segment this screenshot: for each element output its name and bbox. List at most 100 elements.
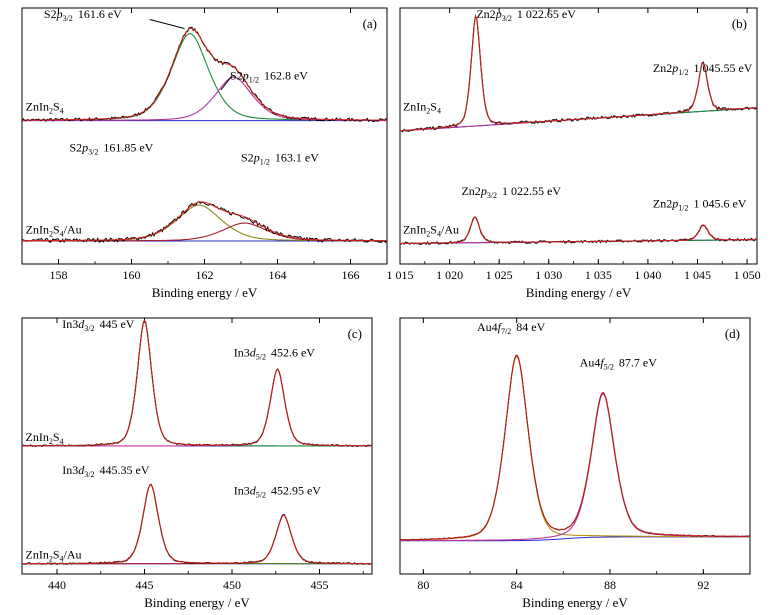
x-axis-label: Binding energy / eV [526,285,632,300]
annotation-arrow [220,75,233,91]
trace-znin2s4-au [399,216,758,246]
x-tick-label: 84 [511,578,523,592]
peak-label: Zn2p1/2 1 045.55 eV [653,61,753,77]
sample-label-subscript: 2 [49,437,53,446]
peak-label: S2p3/2 161.85 eV [69,140,153,156]
peak-orbital: In3 [234,345,250,359]
peak-orbital-letter: p [671,197,678,211]
trace-spectrum [400,354,751,542]
peak-orbital-subscript: 3/2 [88,147,98,156]
sample-label-text: S [53,430,60,444]
peak-orbital-subscript: 3/2 [502,14,512,23]
peak-orbital: Zn2 [461,184,480,198]
peak-orbital: Zn2 [653,197,672,211]
sample-label-text: S [430,99,437,113]
sample-label-text: ZnIn [403,222,426,236]
peak-orbital: In3 [62,463,78,477]
peak-orbital-letter: p [495,7,502,21]
raw-spectrum [21,26,388,123]
sample-label-text: /Au [441,222,459,236]
x-tick-label: 1 015 [387,268,414,282]
peak-value: 445 eV [99,317,134,331]
peak-orbital-subscript: 5/2 [256,352,266,361]
x-tick-label: 164 [269,268,287,282]
peak-orbital: S2 [230,69,243,83]
peak-value: 445.35 eV [99,463,149,477]
trace-znin2s4 [399,14,758,133]
plot-frame [399,7,758,265]
peak-orbital: S2 [69,140,82,154]
x-tick-label: 1 045 [684,268,711,282]
x-tick-label: 92 [697,578,709,592]
peak-orbital: Zn2 [653,61,672,75]
x-tick-label: 162 [196,268,214,282]
sample-label: ZnIn2S4 [26,430,64,446]
x-tick-label: 1 030 [535,268,562,282]
x-tick-label: 1 050 [734,268,761,282]
x-tick-label: 158 [50,268,68,282]
peak-orbital-subscript: 3/2 [84,324,94,333]
peak-value: 161.85 eV [103,140,153,154]
raw-spectrum [400,354,751,541]
fit-component-1 [22,33,387,121]
fit-envelope [400,354,750,541]
sample-label-text: ZnIn [403,99,426,113]
panel-a: 158 160 162 164 166 Binding energy / eV (a) ZnI… [21,7,388,300]
raw-spectrum [21,201,388,244]
peak-value: 452.95 eV [271,484,321,498]
sample-label-subscript: 4 [60,106,64,115]
x-tick-label: 160 [123,268,141,282]
peak-label: In3d5/2 452.95 eV [234,484,322,500]
sample-label-subscript: 2 [49,229,53,238]
sample-label: ZnIn2S4/Au [403,222,459,238]
peak-orbital-letter: p [81,140,88,154]
x-tick-label: 450 [223,578,241,592]
peak-orbital: Au4 [580,356,601,370]
peak-orbital-letter: p [480,184,487,198]
x-tick-label: 1 035 [585,268,612,282]
x-tick-label: 80 [417,578,429,592]
panel-letter: (c) [348,326,362,341]
trace-znin2s4 [21,26,388,123]
x-axis-ticks: 440 445 450 455 [48,318,364,592]
x-tick-label: 445 [136,578,154,592]
peak-label: In3d3/2 445 eV [62,317,135,333]
peak-orbital-subscript: 5/2 [604,363,614,372]
peak-orbital-letter: f [600,356,605,370]
peak-value: 1 022.65 eV [517,7,576,21]
peak-orbital: Zn2 [476,7,495,21]
sample-label-subscript: 4 [60,555,64,564]
peak-value: 162.8 eV [264,69,308,83]
peak-value: 1 045.6 eV [693,197,746,211]
fit-envelope [22,201,387,242]
x-tick-label: 1 020 [436,268,463,282]
peak-orbital-subscript: 3/2 [63,14,73,23]
peak-label: S2p1/2 162.8 eV [230,69,308,85]
sample-label-text: ZnIn [26,222,49,236]
peak-orbital: Au4 [477,320,498,334]
peak-orbital-letter: p [671,61,678,75]
peak-orbital-subscript: 7/2 [501,327,511,336]
x-axis-label: Binding energy / eV [522,595,628,610]
annotation-arrow [149,19,185,29]
sample-label-text: ZnIn [26,430,49,444]
peak-orbital-subscript: 3/2 [487,191,497,200]
x-tick-label: 455 [311,578,329,592]
peak-orbital-subscript: 1/2 [678,204,688,213]
peak-orbital-subscript: 1/2 [260,158,270,167]
sample-label-text: /Au [64,222,82,236]
panel-letter: (a) [363,16,377,31]
x-axis-ticks: 80 84 88 92 [417,318,751,592]
peak-label: In3d3/2 445.35 eV [62,463,150,479]
peak-label: S2p1/2 163.1 eV [241,151,319,167]
peak-orbital-letter: p [253,151,260,165]
peak-value: 452.6 eV [271,345,315,359]
peak-orbital: S2 [241,151,254,165]
x-tick-label: 1 025 [486,268,513,282]
peak-label: Au4f7/2 84 eV [477,320,546,336]
fit-component-1 [22,319,372,447]
peak-label: In3d5/2 452.6 eV [234,345,316,361]
